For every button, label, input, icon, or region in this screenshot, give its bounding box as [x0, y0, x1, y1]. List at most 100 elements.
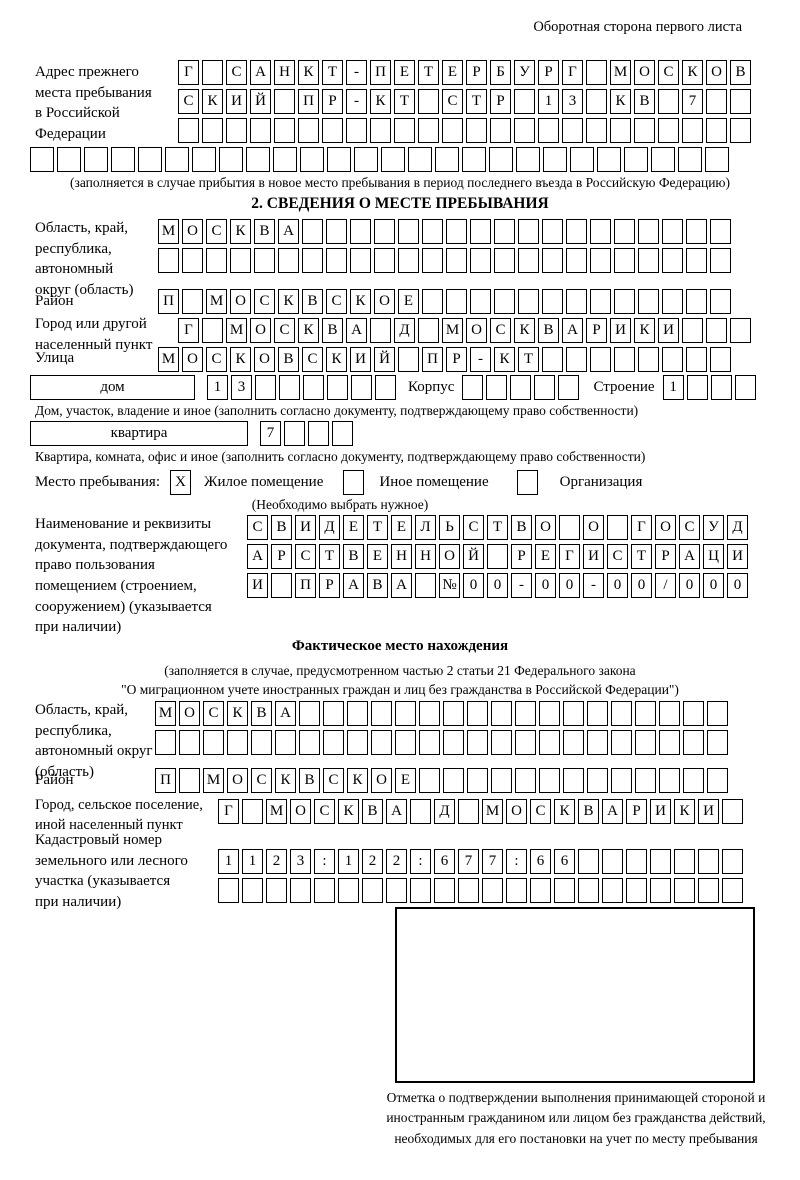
char-cell — [203, 730, 224, 755]
char-cell — [308, 421, 329, 446]
char-cell: Д — [434, 799, 455, 824]
actual-city-label: Город, сельское поселение, иной населенн… — [35, 797, 203, 833]
char-cell: В — [271, 515, 292, 540]
option-other-premises-label: Иное помещение — [379, 474, 489, 491]
cadastral-row-2 — [218, 878, 743, 903]
char-cell: О — [254, 347, 275, 372]
char-cell: Г — [562, 60, 583, 85]
char-cell — [314, 878, 335, 903]
char-cell — [443, 701, 464, 726]
char-cell — [570, 147, 594, 172]
char-cell: У — [514, 60, 535, 85]
char-cell — [302, 248, 323, 273]
char-cell — [350, 219, 371, 244]
char-cell — [165, 147, 189, 172]
char-cell: Е — [442, 60, 463, 85]
char-cell — [587, 768, 608, 793]
region-label: Область, край, республика, автономный ок… — [35, 220, 134, 299]
char-cell: И — [226, 89, 247, 114]
char-cell: В — [634, 89, 655, 114]
char-cell — [202, 118, 223, 143]
char-cell: М — [158, 347, 179, 372]
korpus-label: Корпус — [408, 379, 455, 396]
char-cell: У — [703, 515, 724, 540]
city-label: Город или другой населенный пункт — [35, 316, 153, 353]
char-cell: 3 — [231, 375, 252, 400]
char-cell — [408, 147, 432, 172]
char-cell — [539, 701, 560, 726]
char-cell — [578, 878, 599, 903]
char-cell — [254, 248, 275, 273]
char-cell: 0 — [559, 573, 580, 598]
char-cell: Н — [415, 544, 436, 569]
char-cell — [322, 118, 343, 143]
char-cell: 1 — [207, 375, 228, 400]
char-cell — [638, 219, 659, 244]
char-cell — [284, 421, 305, 446]
char-cell: А — [391, 573, 412, 598]
char-cell — [607, 515, 628, 540]
char-cell — [686, 248, 707, 273]
char-cell: С — [658, 60, 679, 85]
char-cell: Р — [655, 544, 676, 569]
char-cell — [338, 878, 359, 903]
char-cell — [381, 147, 405, 172]
char-cell: М — [482, 799, 503, 824]
char-cell: 1 — [242, 849, 263, 874]
char-cell: Р — [538, 60, 559, 85]
char-cell: - — [346, 60, 367, 85]
char-cell: С — [247, 515, 268, 540]
char-cell: К — [554, 799, 575, 824]
char-cell: В — [322, 318, 343, 343]
char-cell — [686, 289, 707, 314]
char-cell — [323, 701, 344, 726]
char-cell: М — [155, 701, 176, 726]
char-cell: В — [578, 799, 599, 824]
char-cell — [686, 347, 707, 372]
char-cell — [638, 248, 659, 273]
char-cell: К — [326, 347, 347, 372]
char-cell: В — [511, 515, 532, 540]
char-cell: А — [562, 318, 583, 343]
char-cell: М — [206, 289, 227, 314]
char-cell — [710, 347, 731, 372]
actual-region-row-2 — [155, 730, 728, 755]
char-cell: А — [275, 701, 296, 726]
char-cell — [514, 118, 535, 143]
char-cell — [290, 878, 311, 903]
char-cell — [434, 878, 455, 903]
char-cell: Т — [367, 515, 388, 540]
char-cell: Т — [466, 89, 487, 114]
char-cell: А — [250, 60, 271, 85]
char-cell — [206, 248, 227, 273]
char-cell — [662, 248, 683, 273]
char-cell: С — [463, 515, 484, 540]
char-cell — [362, 878, 383, 903]
char-cell — [698, 878, 719, 903]
char-cell: Р — [511, 544, 532, 569]
char-cell — [563, 701, 584, 726]
char-cell — [494, 219, 515, 244]
char-cell — [674, 849, 695, 874]
char-cell: Г — [178, 318, 199, 343]
char-cell — [155, 730, 176, 755]
char-cell: С — [323, 768, 344, 793]
char-cell — [705, 147, 729, 172]
char-cell: / — [655, 573, 676, 598]
char-cell — [487, 544, 508, 569]
char-cell: О — [706, 60, 727, 85]
char-cell — [255, 375, 276, 400]
apartment-cells: 7 — [260, 421, 353, 446]
char-cell — [138, 147, 162, 172]
char-cell — [707, 730, 728, 755]
char-cell — [543, 147, 567, 172]
char-cell: О — [371, 768, 392, 793]
char-cell — [298, 118, 319, 143]
char-cell: П — [298, 89, 319, 114]
char-cell — [242, 878, 263, 903]
char-cell — [516, 147, 540, 172]
char-cell: О — [655, 515, 676, 540]
char-cell — [722, 878, 743, 903]
char-cell — [218, 878, 239, 903]
actual-location-note-1: (заполняется в случае, предусмотренном ч… — [164, 663, 636, 678]
